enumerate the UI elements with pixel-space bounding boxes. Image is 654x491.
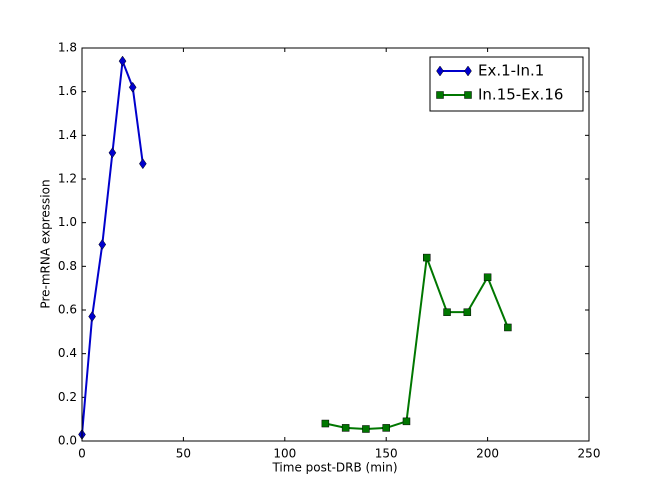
y-tick-label: 0.8 (58, 259, 77, 273)
x-tick-label: 100 (273, 447, 296, 461)
data-point (423, 253, 431, 262)
y-tick-label: 0.2 (58, 390, 77, 404)
y-tick-label: 1.8 (58, 41, 77, 55)
data-point (463, 308, 472, 316)
legend-label: Ex.1-In.1 (478, 62, 544, 80)
data-point (88, 311, 96, 322)
legend-box (429, 56, 584, 112)
data-point (139, 158, 147, 170)
legend-marker (464, 65, 472, 77)
y-axis-label: Pre-mRNA expression (39, 179, 53, 308)
data-point (118, 55, 127, 67)
x-tick-label: 250 (578, 447, 601, 461)
data-line (325, 257, 509, 430)
legend-marker (436, 91, 444, 99)
x-tick-label: 200 (476, 447, 499, 461)
data-point (382, 424, 390, 432)
data-point (321, 419, 330, 428)
plot-frame (81, 47, 590, 442)
y-tick-label: 1.0 (58, 215, 77, 229)
data-point (128, 81, 137, 93)
data-point (443, 308, 451, 316)
data-point (504, 323, 512, 332)
data-point (98, 239, 107, 250)
y-tick-label: 1.6 (58, 84, 77, 98)
x-tick-label: 150 (375, 447, 398, 461)
data-point (402, 417, 411, 426)
legend-marker (464, 91, 472, 99)
x-tick-label: 0 (78, 447, 86, 461)
data-point (341, 424, 350, 432)
data-point (483, 273, 492, 281)
x-tick-label: 50 (176, 447, 191, 461)
y-tick-label: 1.2 (58, 172, 77, 186)
data-point (362, 425, 370, 433)
legend-marker (436, 65, 444, 77)
y-tick-label: 0.4 (58, 346, 77, 360)
data-point (108, 147, 117, 159)
x-axis-label: Time post-DRB (min) (271, 461, 397, 475)
y-tick-label: 0.6 (58, 303, 77, 317)
legend-label: In.15-Ex.16 (478, 86, 563, 104)
y-tick-label: 1.4 (58, 128, 77, 142)
y-tick-label: 0.0 (58, 434, 77, 448)
